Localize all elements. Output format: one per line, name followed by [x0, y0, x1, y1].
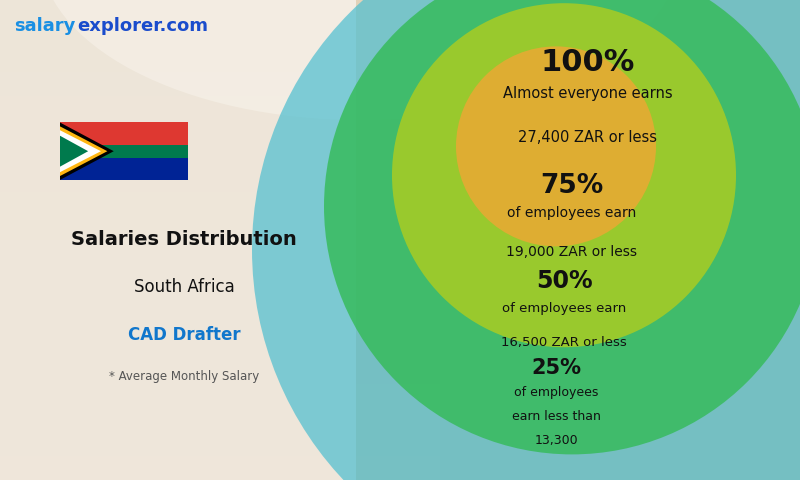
Text: 75%: 75% — [540, 173, 604, 199]
Text: earn less than: earn less than — [511, 410, 601, 423]
Text: of employees earn: of employees earn — [502, 302, 626, 315]
Text: of employees: of employees — [514, 386, 598, 399]
Bar — [0, 360, 440, 384]
Bar — [0, 264, 440, 288]
Text: 25%: 25% — [531, 358, 581, 378]
Text: * Average Monthly Salary: * Average Monthly Salary — [109, 370, 259, 383]
Bar — [0, 456, 440, 480]
Text: 16,500 ZAR or less: 16,500 ZAR or less — [501, 336, 627, 349]
Ellipse shape — [392, 3, 736, 347]
Ellipse shape — [324, 0, 800, 455]
Text: of employees earn: of employees earn — [507, 206, 637, 220]
Text: 27,400 ZAR or less: 27,400 ZAR or less — [518, 130, 658, 144]
Bar — [60, 154, 188, 180]
Bar — [0, 24, 440, 48]
Bar — [0, 192, 440, 216]
Bar — [0, 336, 440, 360]
Text: South Africa: South Africa — [134, 278, 234, 296]
Bar — [0, 288, 440, 312]
Bar — [0, 96, 440, 120]
Bar — [0, 312, 440, 336]
Text: CAD Drafter: CAD Drafter — [128, 326, 240, 345]
Ellipse shape — [456, 47, 656, 246]
Bar — [0, 408, 440, 432]
Polygon shape — [60, 136, 88, 167]
Bar — [0, 0, 440, 24]
Bar — [0, 384, 440, 408]
Text: 19,000 ZAR or less: 19,000 ZAR or less — [506, 245, 638, 259]
Bar — [0, 240, 440, 264]
Polygon shape — [60, 130, 101, 172]
Polygon shape — [60, 126, 107, 176]
Bar — [0, 432, 440, 456]
Bar — [0, 48, 440, 72]
Bar — [0, 144, 440, 168]
Bar — [0, 168, 440, 192]
Bar — [0, 216, 440, 240]
Text: salary: salary — [14, 17, 76, 35]
Polygon shape — [60, 122, 114, 180]
Bar — [60, 122, 188, 148]
Ellipse shape — [40, 0, 680, 120]
Ellipse shape — [252, 0, 800, 480]
Bar — [60, 144, 188, 158]
Text: Salaries Distribution: Salaries Distribution — [71, 230, 297, 250]
FancyBboxPatch shape — [0, 0, 356, 480]
Bar — [0, 72, 440, 96]
Text: 100%: 100% — [541, 48, 635, 77]
Text: 13,300: 13,300 — [534, 434, 578, 447]
Bar — [0, 120, 440, 144]
Text: explorer.com: explorer.com — [77, 17, 208, 35]
Text: 50%: 50% — [536, 269, 592, 293]
Text: Almost everyone earns: Almost everyone earns — [503, 86, 673, 101]
